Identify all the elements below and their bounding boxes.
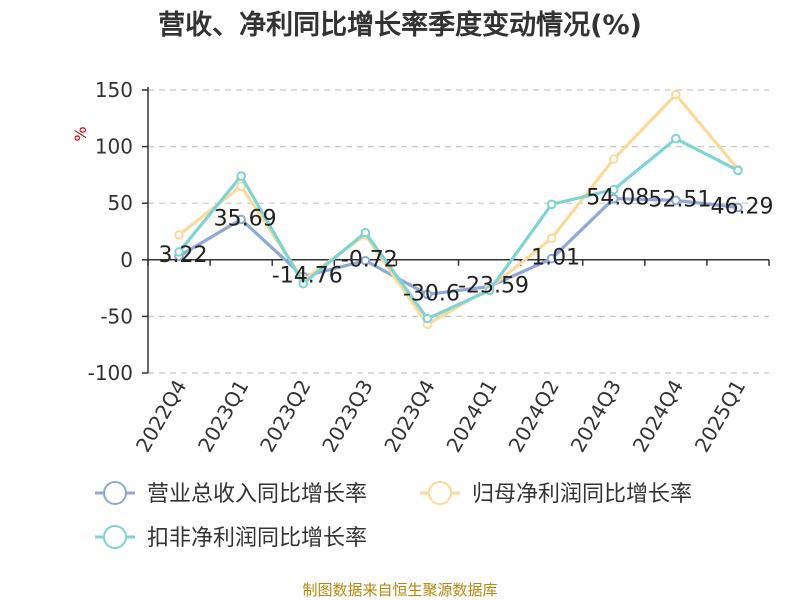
y-axis-unit: %	[71, 126, 90, 141]
legend-swatch-marker	[103, 481, 127, 505]
data-label: 46.29	[710, 194, 773, 219]
data-point	[733, 202, 743, 213]
data-point	[236, 181, 246, 192]
x-tick-label: 2024Q2	[504, 376, 564, 457]
y-tick-label: 100	[95, 135, 133, 159]
legend-swatch-marker	[428, 481, 452, 505]
data-label: 1.01	[531, 246, 580, 271]
x-tick-label: 2023Q1	[193, 376, 253, 457]
data-point	[546, 199, 557, 210]
legend-label: 营业总收入同比增长率	[147, 482, 367, 507]
data-point	[174, 230, 184, 240]
x-tick-label: 2023Q3	[317, 376, 377, 457]
data-point	[298, 278, 309, 289]
x-tick-label: 2025Q1	[690, 376, 750, 457]
x-tick-label: 2022Q4	[131, 376, 191, 457]
data-point	[236, 171, 246, 181]
data-point	[236, 214, 246, 225]
series-line-0	[178, 196, 739, 297]
chart-title: 营收、净利同比增长率季度变动情况(%)	[158, 9, 642, 41]
data-point	[671, 89, 681, 100]
legend-label: 归母净利润同比增长率	[472, 482, 692, 507]
data-label: -0.72	[341, 248, 398, 273]
source-note: 制图数据来自恒生聚源数据库	[302, 581, 497, 599]
y-tick-label: 50	[108, 191, 133, 215]
data-label: -14.76	[272, 264, 343, 289]
y-tick-label: 150	[95, 78, 133, 102]
data-point	[360, 255, 371, 266]
data-label: -23.59	[458, 274, 529, 299]
data-point	[484, 285, 495, 296]
y-tick-label: -50	[100, 304, 133, 328]
x-tick-label: 2024Q1	[441, 376, 501, 457]
series-line-2	[177, 137, 739, 321]
data-label: 54.08	[586, 186, 649, 211]
data-point	[671, 195, 681, 206]
grid	[148, 89, 769, 374]
data-point	[174, 247, 184, 257]
legend-label: 扣非净利润同比增长率	[147, 526, 367, 551]
data-point	[671, 133, 681, 144]
data-point	[608, 193, 619, 204]
data-point	[360, 227, 371, 238]
x-tick-label: 2023Q4	[379, 376, 439, 457]
data-point	[733, 165, 743, 176]
data-point	[608, 154, 619, 164]
x-tick-label: 2024Q4	[628, 376, 688, 457]
y-tick-label: 0	[120, 248, 133, 272]
data-point	[608, 184, 619, 195]
x-tick-label: 2024Q3	[566, 376, 626, 457]
data-point	[422, 289, 433, 300]
legend-swatch-marker	[103, 525, 127, 549]
series-lines	[174, 89, 743, 330]
y-tick-label: -100	[88, 361, 133, 385]
data-label: -30.6	[403, 281, 460, 306]
data-point	[422, 313, 433, 324]
data-point	[546, 233, 557, 244]
data-label: 3.22	[159, 243, 208, 268]
data-label: 35.69	[214, 206, 277, 231]
data-label: 52.51	[648, 187, 711, 212]
data-point	[546, 253, 557, 264]
x-tick-label: 2023Q2	[255, 376, 315, 457]
